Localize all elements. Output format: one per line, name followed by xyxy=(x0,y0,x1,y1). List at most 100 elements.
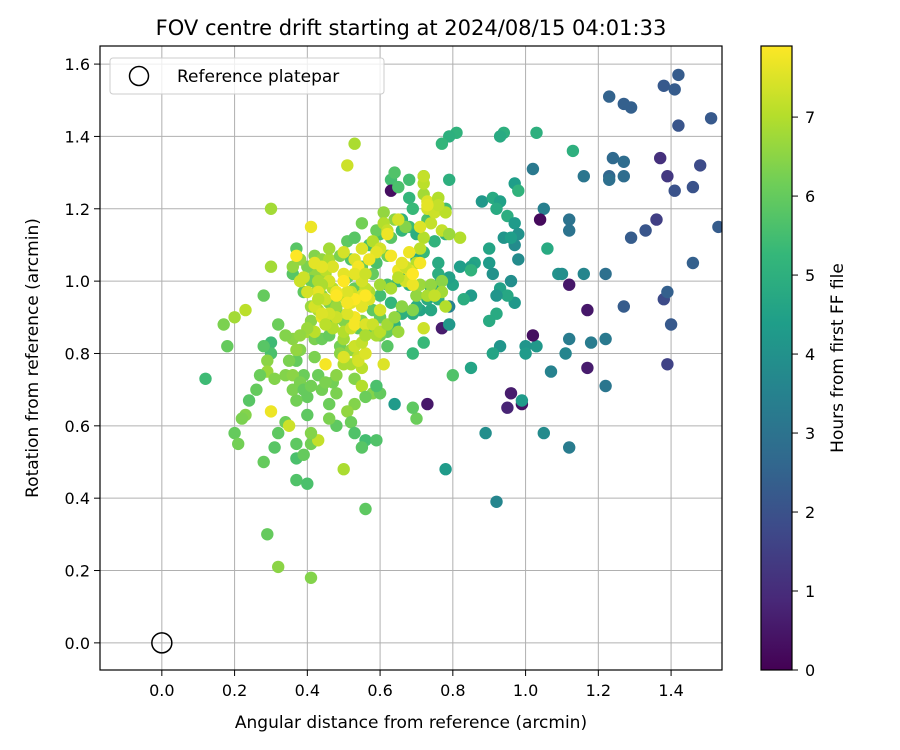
data-point xyxy=(323,397,336,411)
data-point xyxy=(341,307,354,320)
data-point xyxy=(639,224,652,237)
data-point xyxy=(290,249,303,262)
data-point xyxy=(373,303,387,317)
data-point xyxy=(661,358,674,371)
data-point xyxy=(232,437,245,451)
data-point xyxy=(315,260,329,273)
data-point xyxy=(323,242,336,255)
data-point xyxy=(712,220,722,234)
data-point xyxy=(483,314,496,328)
colorbar-ticks: 0 1 2 3 4 5 6 7 xyxy=(792,108,815,680)
data-point xyxy=(344,416,358,429)
data-point xyxy=(526,329,540,342)
data-point xyxy=(544,365,558,378)
data-point xyxy=(424,217,438,230)
data-point xyxy=(672,119,685,132)
data-point xyxy=(272,426,285,440)
reference-platepar-marker xyxy=(151,632,173,654)
colorbar-gradient xyxy=(760,45,793,671)
data-point xyxy=(261,528,274,541)
x-tick-label: 1.4 xyxy=(658,681,683,700)
data-point xyxy=(694,159,707,172)
colorbar: 0 1 2 3 4 5 6 7 Hours from first FF file xyxy=(760,45,848,680)
data-point xyxy=(428,289,441,302)
y-axis: 0.0 0.2 0.4 0.6 0.8 1.0 1.2 1.4 1.6 xyxy=(65,55,100,653)
data-point xyxy=(381,340,394,353)
legend-entry-label: Reference platepar xyxy=(177,67,339,87)
data-point xyxy=(537,202,550,215)
data-point xyxy=(330,369,343,382)
data-point xyxy=(501,401,514,414)
data-point xyxy=(359,502,372,516)
legend: Reference platepar xyxy=(109,57,385,95)
data-point xyxy=(406,303,419,317)
data-point xyxy=(290,473,303,487)
data-point xyxy=(337,246,350,259)
data-point xyxy=(443,173,456,186)
data-point xyxy=(479,426,492,440)
data-point xyxy=(672,68,685,82)
data-point xyxy=(355,217,369,230)
data-point xyxy=(490,202,503,215)
x-axis: 0.0 0.2 0.4 0.6 0.8 1.0 1.2 1.4 xyxy=(149,670,684,700)
data-point xyxy=(650,213,663,226)
data-point xyxy=(559,347,572,360)
data-point xyxy=(421,397,434,411)
data-point xyxy=(413,256,427,270)
data-point xyxy=(617,155,630,168)
data-point xyxy=(337,274,350,288)
x-tick-label: 0.8 xyxy=(440,681,465,700)
data-point xyxy=(475,195,489,208)
data-point xyxy=(355,242,369,255)
data-point xyxy=(563,224,576,237)
colorbar-tick-label: 7 xyxy=(805,108,815,127)
data-point xyxy=(501,289,514,302)
colorbar-label: Hours from first FF file xyxy=(828,263,848,453)
chart-title: FOV centre drift starting at 2024/08/15 … xyxy=(156,16,667,40)
data-point xyxy=(668,184,681,197)
data-point xyxy=(217,318,230,331)
data-point xyxy=(253,369,267,382)
data-point xyxy=(483,256,496,270)
y-tick-label: 0.0 xyxy=(65,634,90,653)
data-point xyxy=(512,253,525,266)
x-tick-label: 0.6 xyxy=(367,681,392,700)
data-point xyxy=(519,347,532,360)
data-point xyxy=(384,296,398,309)
data-point xyxy=(250,383,263,396)
data-point xyxy=(304,379,318,393)
data-point xyxy=(483,242,496,255)
data-point xyxy=(413,220,427,234)
data-point xyxy=(566,144,580,158)
data-point xyxy=(304,426,318,440)
data-point xyxy=(581,303,594,317)
data-point xyxy=(424,278,438,291)
data-point xyxy=(392,180,405,194)
data-point xyxy=(406,278,419,291)
data-point xyxy=(464,264,478,277)
data-point xyxy=(617,170,630,183)
data-point xyxy=(537,426,550,440)
data-point xyxy=(624,101,638,114)
data-point xyxy=(319,318,332,331)
data-point xyxy=(406,347,419,360)
data-point xyxy=(392,325,405,338)
data-point xyxy=(363,253,376,266)
colorbar-tick-label: 2 xyxy=(805,503,815,522)
data-point xyxy=(555,267,569,281)
data-point xyxy=(417,231,430,244)
data-point xyxy=(323,412,336,425)
data-point xyxy=(272,560,285,574)
data-point xyxy=(432,256,445,270)
data-point xyxy=(490,495,503,508)
data-point xyxy=(443,318,456,331)
plot-frame xyxy=(99,45,723,671)
data-point xyxy=(297,271,310,284)
y-tick-label: 1.4 xyxy=(65,127,90,146)
data-point xyxy=(704,112,718,125)
data-point xyxy=(235,412,249,425)
data-point xyxy=(388,311,401,324)
data-point xyxy=(264,202,278,215)
data-point xyxy=(617,300,630,313)
data-point xyxy=(348,267,361,281)
